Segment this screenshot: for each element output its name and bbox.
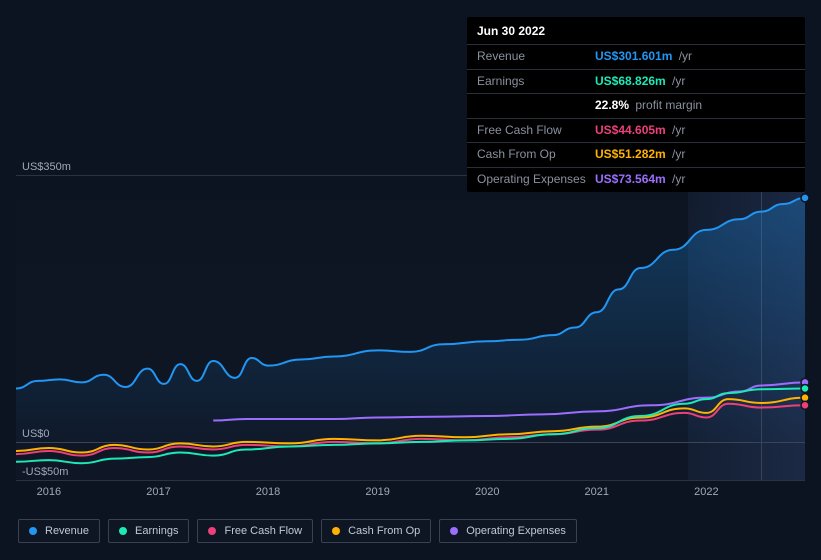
legend-dot-icon — [29, 527, 37, 535]
tooltip-value: US$44.605m /yr — [595, 123, 685, 139]
tooltip-label: Revenue — [477, 49, 595, 65]
tooltip-value: US$73.564m /yr — [595, 172, 685, 188]
tooltip-label: Free Cash Flow — [477, 123, 595, 139]
tooltip-row: 22.8% profit margin — [467, 94, 805, 119]
legend-item-operating-expenses[interactable]: Operating Expenses — [439, 519, 577, 543]
series-end-dot-earnings — [801, 385, 809, 393]
tooltip-label: Cash From Op — [477, 147, 595, 163]
tooltip-label — [477, 98, 595, 114]
legend-item-earnings[interactable]: Earnings — [108, 519, 189, 543]
series-end-dot-cash-from-op — [801, 394, 809, 402]
tooltip-suffix: /yr — [669, 172, 686, 186]
tooltip-suffix: /yr — [669, 147, 686, 161]
series-end-dot-free-cash-flow — [801, 401, 809, 409]
legend-dot-icon — [450, 527, 458, 535]
legend-item-cash-from-op[interactable]: Cash From Op — [321, 519, 431, 543]
series-area-revenue — [16, 198, 805, 442]
legend-dot-icon — [208, 527, 216, 535]
tooltip-suffix: /yr — [669, 74, 686, 88]
series-end-dot-revenue — [801, 194, 809, 202]
tooltip-row: Cash From OpUS$51.282m /yr — [467, 143, 805, 168]
legend-item-revenue[interactable]: Revenue — [18, 519, 100, 543]
tooltip-value: US$51.282m /yr — [595, 147, 685, 163]
legend-item-free-cash-flow[interactable]: Free Cash Flow — [197, 519, 313, 543]
legend-label: Cash From Op — [348, 525, 420, 537]
tooltip-value: US$68.826m /yr — [595, 74, 685, 90]
data-tooltip: Jun 30 2022RevenueUS$301.601m /yrEarning… — [467, 17, 805, 192]
legend: Revenue Earnings Free Cash Flow Cash From O… — [18, 519, 577, 543]
legend-dot-icon — [332, 527, 340, 535]
tooltip-row: Operating ExpensesUS$73.564m /yr — [467, 168, 805, 192]
legend-label: Operating Expenses — [466, 525, 566, 537]
tooltip-value: US$301.601m /yr — [595, 49, 692, 65]
legend-dot-icon — [119, 527, 127, 535]
tooltip-date: Jun 30 2022 — [467, 17, 805, 45]
legend-label: Revenue — [45, 525, 89, 537]
legend-label: Earnings — [135, 525, 178, 537]
tooltip-label: Earnings — [477, 74, 595, 90]
tooltip-value: 22.8% profit margin — [595, 98, 702, 114]
tooltip-suffix: /yr — [675, 49, 692, 63]
tooltip-suffix: /yr — [669, 123, 686, 137]
legend-label: Free Cash Flow — [224, 525, 302, 537]
tooltip-suffix: profit margin — [632, 98, 702, 112]
tooltip-label: Operating Expenses — [477, 172, 595, 188]
tooltip-row: EarningsUS$68.826m /yr — [467, 70, 805, 95]
tooltip-row: Free Cash FlowUS$44.605m /yr — [467, 119, 805, 144]
tooltip-row: RevenueUS$301.601m /yr — [467, 45, 805, 70]
